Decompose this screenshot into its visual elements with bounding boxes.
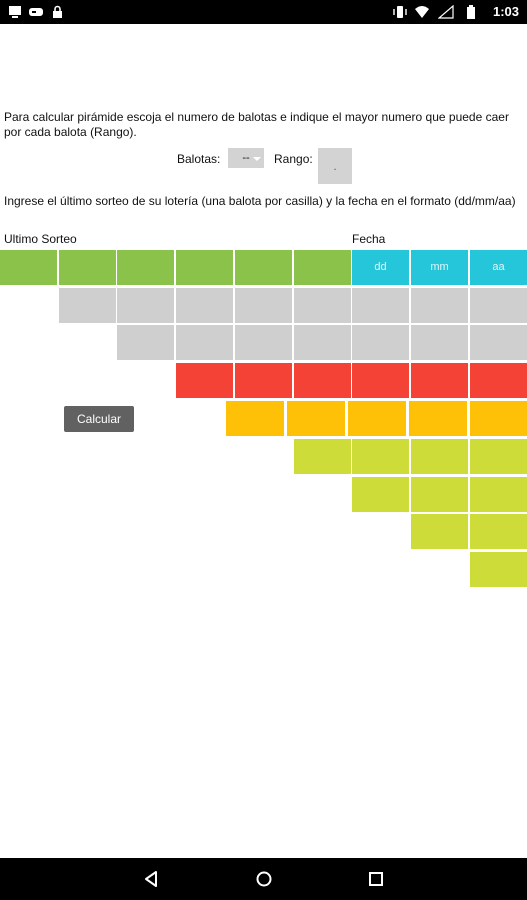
sorteo-cell-4[interactable] <box>176 250 233 285</box>
vibrate-icon <box>393 6 407 18</box>
calcular-button[interactable]: Calcular <box>64 406 134 432</box>
wifi-icon <box>415 6 429 18</box>
pyramid-cell <box>226 401 284 436</box>
pyramid-cell <box>294 363 351 398</box>
fecha-month-field[interactable]: mm <box>411 250 468 285</box>
clock: 1:03 <box>492 4 519 19</box>
pyramid-cell <box>59 288 116 323</box>
pyramid-cell <box>470 552 527 587</box>
screen-icon <box>9 6 21 18</box>
pyramid-cell <box>117 288 174 323</box>
status-bar: 1:03 <box>0 0 527 24</box>
pyramid-cell <box>352 439 409 474</box>
sorteo-cell-2[interactable] <box>59 250 116 285</box>
pyramid-cell <box>176 363 233 398</box>
pyramid-cell <box>294 288 351 323</box>
pyramid-cell <box>411 514 468 549</box>
home-icon[interactable] <box>255 870 273 888</box>
pyramid-cell <box>470 325 527 360</box>
sorteo-cell-6[interactable] <box>294 250 351 285</box>
fecha-day-field[interactable]: dd <box>352 250 409 285</box>
pyramid-cell <box>176 288 233 323</box>
rango-label: Rango: <box>274 152 313 166</box>
pyramid-cell <box>352 477 409 512</box>
pyramid-cell <box>411 477 468 512</box>
balotas-dropdown[interactable]: -- <box>228 148 264 168</box>
pyramid-cell <box>411 325 468 360</box>
instructions-text-2: Ingrese el último sorteo de su lotería (… <box>4 194 516 208</box>
pyramid-cell <box>235 363 292 398</box>
lock-icon <box>53 5 62 18</box>
fecha-label: Fecha <box>352 232 386 246</box>
pyramid-cell <box>235 325 292 360</box>
sorteo-cell-3[interactable] <box>117 250 174 285</box>
instructions-text-1: Para calcular pirámide escoja el numero … <box>4 110 509 139</box>
pyramid-cell <box>294 439 351 474</box>
balotas-value: -- <box>242 152 250 164</box>
navigation-bar <box>0 858 527 900</box>
pyramid-cell <box>176 325 233 360</box>
pyramid-cell <box>470 363 527 398</box>
pyramid-cell <box>352 325 409 360</box>
pyramid-cell <box>411 439 468 474</box>
pyramid-cell <box>470 439 527 474</box>
back-icon[interactable] <box>143 870 159 888</box>
pyramid-cell <box>117 325 174 360</box>
pyramid-cell <box>409 401 467 436</box>
recents-icon[interactable] <box>368 871 384 887</box>
pyramid-cell <box>352 363 409 398</box>
signal-icon <box>438 5 454 19</box>
pyramid-cell <box>470 477 527 512</box>
gamepad-icon <box>29 8 43 16</box>
balotas-label: Balotas: <box>177 152 221 166</box>
pyramid-cell <box>287 401 345 436</box>
pyramid-cell <box>470 288 527 323</box>
pyramid-cell <box>294 325 351 360</box>
pyramid-cell <box>352 288 409 323</box>
sorteo-cell-1[interactable] <box>0 250 57 285</box>
dropdown-arrow-icon <box>253 157 261 161</box>
rango-input[interactable] <box>318 148 352 184</box>
pyramid-cell <box>235 288 292 323</box>
fecha-year-field[interactable]: aa <box>470 250 527 285</box>
pyramid-cell <box>348 401 406 436</box>
pyramid-cell <box>411 288 468 323</box>
pyramid-cell <box>411 363 468 398</box>
battery-icon <box>467 5 475 19</box>
pyramid-cell <box>470 514 527 549</box>
ultimo-sorteo-label: Ultimo Sorteo <box>4 232 77 246</box>
sorteo-cell-5[interactable] <box>235 250 292 285</box>
pyramid-cell <box>470 401 527 436</box>
